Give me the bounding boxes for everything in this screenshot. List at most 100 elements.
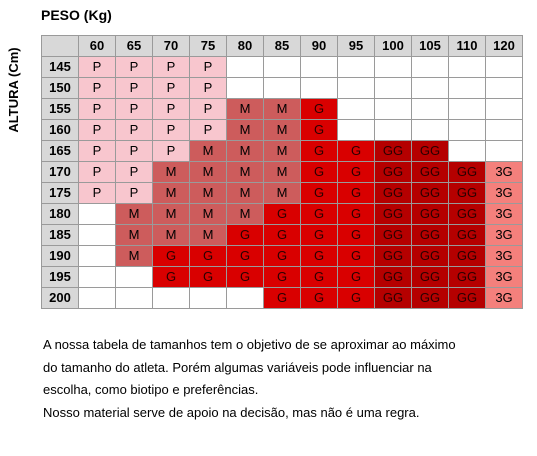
height-header-cell: 145 [41,56,79,78]
size-cell: P [115,98,153,120]
size-cell: M [226,203,264,225]
weight-header-row: 60 65 70 75 80 85 90 95 100 105 110 120 [41,35,523,57]
size-cell: GG [411,287,449,309]
size-cell: GG [374,182,412,204]
size-cell: GG [448,224,486,246]
empty-cell [263,77,301,99]
size-cell: P [152,56,190,78]
empty-cell [226,56,264,78]
size-cell: G [300,140,338,162]
size-cell: GG [411,224,449,246]
height-row: 175 P P M M M M G G GG GG GG 3G [41,182,523,204]
size-chart-body: 60 65 70 75 80 85 90 95 100 105 110 120 145 P P P P 150 P P… [41,35,523,309]
size-cell: G [300,224,338,246]
note-line: Nosso material serve de apoio na decisão… [43,404,420,420]
size-cell: G [337,245,375,267]
empty-cell [448,56,486,78]
weight-header-cell: 110 [448,35,486,57]
size-cell: M [152,203,190,225]
empty-cell [300,56,338,78]
size-cell: M [115,203,153,225]
size-cell: P [189,119,227,141]
empty-cell [115,266,153,288]
size-cell: M [152,224,190,246]
size-cell: P [78,56,116,78]
size-cell: P [115,56,153,78]
height-header-cell: 160 [41,119,79,141]
empty-cell [448,140,486,162]
size-cell: P [152,119,190,141]
size-cell: P [152,140,190,162]
height-row: 165 P P P M M M G G GG GG [41,140,523,162]
size-cell: GG [448,266,486,288]
size-cell: M [226,182,264,204]
empty-cell [337,119,375,141]
empty-cell [78,203,116,225]
empty-cell [374,98,412,120]
size-cell: M [263,119,301,141]
size-cell: GG [374,203,412,225]
size-cell: P [189,98,227,120]
height-row: 155 P P P P M M G [41,98,523,120]
empty-cell [411,98,449,120]
size-cell: P [189,77,227,99]
size-cell: GG [448,287,486,309]
size-cell: GG [374,140,412,162]
size-cell: 3G [485,287,523,309]
size-cell: G [226,224,264,246]
height-axis-label: ALTURA (Cm) [6,47,21,133]
size-cell: P [78,119,116,141]
weight-header-cell: 120 [485,35,523,57]
size-cell: M [152,161,190,183]
empty-cell [411,119,449,141]
size-cell: P [152,98,190,120]
size-cell: M [189,224,227,246]
size-cell: G [152,245,190,267]
size-cell: M [189,140,227,162]
empty-cell [78,224,116,246]
size-cell: P [115,182,153,204]
size-cell: G [189,266,227,288]
size-cell: M [263,98,301,120]
note-line: do tamanho do atleta. Porém algumas vari… [43,359,432,375]
size-cell: M [263,140,301,162]
height-row: 150 P P P P [41,77,523,99]
size-cell: G [263,287,301,309]
size-cell: P [78,182,116,204]
empty-cell [152,287,190,309]
size-cell: GG [374,161,412,183]
size-cell: 3G [485,203,523,225]
size-cell: GG [411,266,449,288]
height-header-cell: 200 [41,287,79,309]
empty-cell [337,56,375,78]
weight-header-cell: 75 [189,35,227,57]
size-cell: P [189,56,227,78]
size-cell: M [226,98,264,120]
size-cell: G [263,245,301,267]
size-cell: P [115,140,153,162]
size-cell: G [337,140,375,162]
size-cell: G [337,224,375,246]
height-header-cell: 150 [41,77,79,99]
size-cell: M [189,203,227,225]
empty-cell [300,77,338,99]
empty-cell [374,56,412,78]
note-line: escolha, como biotipo e preferências. [43,382,259,397]
weight-header-cell: 70 [152,35,190,57]
height-row: 195 G G G G G G GG GG GG 3G [41,266,523,288]
empty-cell [485,140,523,162]
height-row: 180 M M M M G G G GG GG GG 3G [41,203,523,225]
size-cell: 3G [485,224,523,246]
size-cell: 3G [485,266,523,288]
size-cell: GG [448,203,486,225]
empty-cell [374,77,412,99]
height-row: 200 G G G GG GG GG 3G [41,287,523,309]
empty-cell [485,77,523,99]
corner-cell [41,35,79,57]
empty-cell [448,98,486,120]
size-cell: G [337,266,375,288]
empty-cell [337,77,375,99]
size-cell: 3G [485,161,523,183]
size-cell: G [263,266,301,288]
size-cell: GG [374,287,412,309]
